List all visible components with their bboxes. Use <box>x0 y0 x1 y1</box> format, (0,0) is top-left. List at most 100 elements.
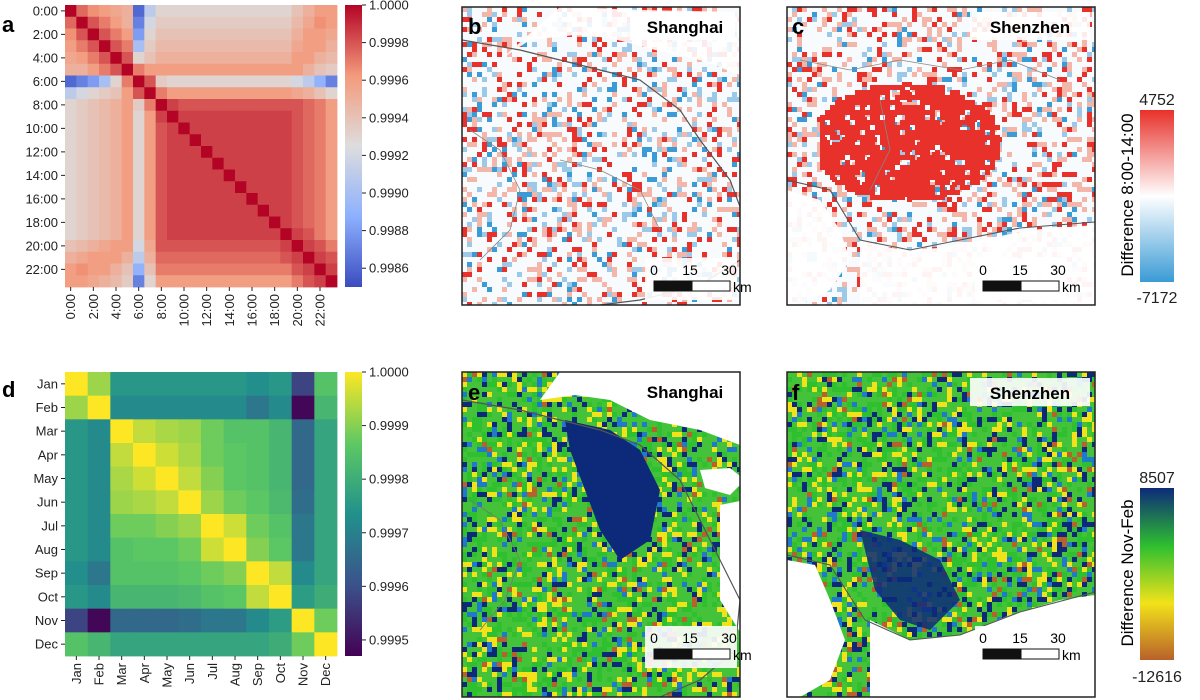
map-pixel <box>892 177 897 182</box>
map-pixel <box>572 227 577 232</box>
map-pixel <box>937 17 942 22</box>
heatmap-cell <box>235 193 247 206</box>
map-pixel <box>880 165 885 170</box>
map-pixel <box>962 72 967 77</box>
map-pixel <box>467 442 472 447</box>
map-pixel <box>632 197 637 202</box>
map-pixel <box>477 222 482 227</box>
map-pixel <box>902 17 907 22</box>
heatmap-cell <box>223 63 236 76</box>
map-pixel <box>897 42 902 47</box>
map-pixel <box>927 227 932 232</box>
map-pixel <box>517 192 522 197</box>
map-pixel <box>925 165 930 170</box>
map-pixel <box>617 422 622 427</box>
map-pixel <box>557 62 562 67</box>
map-pixel <box>945 175 950 180</box>
map-pixel <box>567 147 572 152</box>
map-pixel <box>712 187 717 192</box>
map-pixel <box>497 407 502 412</box>
map-pixel <box>825 140 830 145</box>
map-pixel <box>850 135 855 140</box>
map-pixel <box>582 37 587 42</box>
heatmap-cell <box>223 490 247 515</box>
heatmap-cell <box>223 561 247 586</box>
heatmap-cell <box>246 52 259 65</box>
map-pixel <box>532 207 537 212</box>
map-pixel <box>847 212 852 217</box>
heatmap-cell <box>87 193 100 206</box>
map-pixel <box>592 407 597 412</box>
map-pixel <box>830 125 835 130</box>
map-pixel <box>732 157 737 162</box>
map-pixel <box>907 82 912 87</box>
heatmap-cell <box>314 52 327 65</box>
map-pixel <box>920 130 925 135</box>
map-pixel <box>692 92 697 97</box>
map-pixel <box>955 155 960 160</box>
map-pixel <box>1082 42 1087 47</box>
map-pixel <box>807 172 812 177</box>
heatmap-cell <box>155 28 168 41</box>
heatmap-cell <box>212 263 225 276</box>
map-pixel <box>930 185 935 190</box>
map-pixel <box>492 382 497 387</box>
map-pixel <box>895 95 900 100</box>
map-pixel <box>827 77 832 82</box>
map-pixel <box>1092 102 1095 107</box>
heatmap-cell <box>280 122 293 135</box>
map-pixel <box>577 57 582 62</box>
map-pixel <box>527 162 532 167</box>
map-pixel <box>997 67 1002 72</box>
map-pixel <box>557 67 562 72</box>
map-pixel <box>965 145 970 150</box>
heatmap-cell <box>269 632 293 657</box>
heatmap-cell <box>144 146 157 159</box>
map-pixel <box>797 77 802 82</box>
map-pixel <box>962 117 967 122</box>
heatmap-cell <box>212 169 225 182</box>
map-pixel <box>827 302 832 305</box>
heatmap-cell <box>155 608 179 633</box>
map-pixel <box>852 42 857 47</box>
map-pixel <box>662 457 667 462</box>
map-pixel <box>537 392 542 397</box>
map-pixel <box>492 192 497 197</box>
heatmap-cell <box>235 16 247 29</box>
map-pixel <box>722 67 727 72</box>
map-pixel <box>737 77 740 82</box>
map-pixel <box>942 22 947 27</box>
map-pixel <box>937 202 942 207</box>
map-pixel <box>870 195 875 200</box>
map-pixel <box>572 137 577 142</box>
heatmap-cell <box>133 52 145 65</box>
map-pixel <box>632 182 637 187</box>
map-pixel <box>942 232 947 237</box>
map-pixel <box>487 462 492 467</box>
map-pixel <box>492 97 497 102</box>
map-pixel <box>1027 42 1032 47</box>
map-pixel <box>1027 167 1032 172</box>
map-pixel <box>647 442 652 447</box>
map-pixel <box>507 412 512 417</box>
map-pixel <box>517 232 522 237</box>
heatmap-cell <box>325 275 338 288</box>
map-pixel <box>980 175 985 180</box>
map-pixel <box>667 77 672 82</box>
map-pixel <box>962 32 967 37</box>
map-pixel <box>960 100 965 105</box>
map-pixel <box>807 87 812 92</box>
map-pixel <box>587 172 592 177</box>
map-pixel <box>722 172 727 177</box>
map-pixel <box>895 175 900 180</box>
map-pixel <box>955 165 960 170</box>
map-pixel <box>487 452 492 457</box>
map-pixel <box>892 242 897 247</box>
map-pixel <box>845 150 850 155</box>
heatmap-cell <box>65 537 89 562</box>
map-pixel <box>522 102 527 107</box>
map-pixel <box>910 185 915 190</box>
map-pixel <box>885 185 890 190</box>
heatmap-cell <box>155 395 179 420</box>
x-tick-label: 14:00 <box>222 294 237 327</box>
